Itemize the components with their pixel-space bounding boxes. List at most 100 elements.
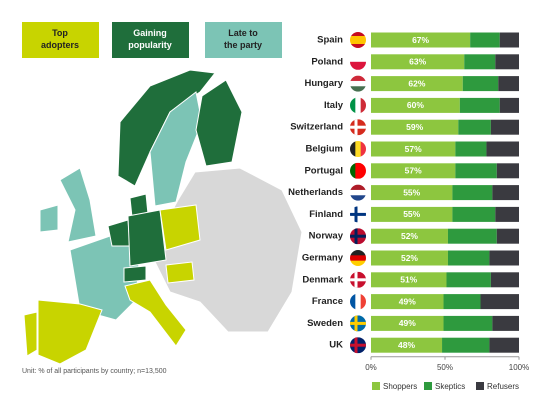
region-poland — [159, 204, 201, 251]
flag-part — [355, 97, 361, 114]
flag — [350, 32, 366, 48]
flag-part — [350, 278, 366, 282]
flag-part — [354, 337, 358, 354]
bar-segment — [489, 337, 519, 353]
flag-part — [350, 40, 366, 45]
flag — [350, 250, 366, 266]
flag-part — [350, 97, 356, 114]
value-label: 63% — [409, 57, 426, 67]
legend-box — [205, 22, 282, 58]
bar-segment — [496, 228, 519, 244]
category-label: Finland — [309, 209, 343, 220]
x-tick-label: 100% — [509, 363, 529, 372]
bar-segment — [489, 250, 519, 266]
bar-segment — [492, 315, 519, 331]
region-spain — [37, 299, 103, 365]
bar-segment — [371, 250, 448, 266]
category-label: Portugal — [304, 165, 343, 176]
flag-part — [350, 53, 366, 63]
value-label: 57% — [405, 166, 422, 176]
flag-part — [350, 162, 356, 179]
bar-segment — [443, 294, 481, 310]
flag-part — [360, 162, 366, 179]
bar-segment — [371, 294, 444, 310]
bar-segment — [452, 206, 496, 222]
bar-segment — [447, 250, 490, 266]
flag-part — [350, 75, 366, 82]
flag — [350, 293, 366, 310]
bar-segment — [499, 97, 519, 113]
flag — [350, 184, 366, 201]
flag-part — [350, 125, 366, 129]
flag-part — [350, 80, 366, 87]
flag-part — [350, 32, 366, 37]
flag — [350, 75, 366, 92]
flag-part — [350, 86, 366, 92]
category-label: Belgium — [306, 144, 343, 155]
value-label: 59% — [406, 122, 423, 132]
flag-part — [355, 141, 361, 157]
region-switzerland — [123, 265, 147, 283]
bar-segment — [371, 32, 471, 48]
bar-segment — [486, 141, 519, 157]
bar-segment — [464, 54, 496, 70]
value-label: 57% — [405, 144, 422, 154]
flag — [350, 97, 366, 114]
flag — [350, 162, 366, 179]
flag-part — [350, 141, 356, 157]
flag — [350, 141, 366, 157]
category-label: Denmark — [302, 274, 343, 285]
flag-part — [350, 195, 366, 201]
category-label: Sweden — [307, 318, 343, 329]
flag-part — [350, 189, 366, 196]
region-germany — [127, 209, 167, 267]
category-label: Spain — [317, 35, 343, 46]
bar-segment — [371, 76, 463, 92]
legend-swatch — [372, 382, 380, 390]
legend-box-label: Top adopters — [41, 28, 79, 50]
flag — [350, 315, 366, 332]
category-label: Italy — [324, 100, 344, 111]
value-label: 48% — [398, 340, 415, 350]
bar-segment — [452, 185, 493, 201]
bar-segment — [371, 206, 453, 222]
bar-segment — [492, 185, 519, 201]
flag — [350, 53, 366, 70]
bar-segment — [480, 294, 519, 310]
x-tick-label: 0% — [365, 363, 377, 372]
bar-segment — [371, 272, 447, 288]
region-hungary — [165, 261, 195, 284]
legend-box — [22, 22, 99, 58]
flag-part — [360, 293, 366, 310]
region-benelux — [107, 219, 131, 247]
legend-box-label: Late to the party — [224, 28, 262, 50]
flag-part — [355, 293, 361, 310]
flag-part — [354, 206, 358, 223]
value-label: 49% — [399, 296, 416, 306]
bar-segment — [446, 272, 491, 288]
flag-part — [350, 184, 366, 191]
bar-segment — [371, 315, 444, 331]
value-label: 51% — [400, 275, 417, 285]
bar-segment — [371, 163, 456, 179]
bar-segment — [459, 97, 500, 113]
bar-segment — [498, 76, 519, 92]
legend-box — [112, 22, 189, 58]
legend-box-label: Gaining popularity — [128, 28, 172, 50]
bar-segment — [496, 163, 519, 179]
legend-label: Skeptics — [435, 382, 465, 391]
bar-segment — [443, 315, 493, 331]
value-label: 55% — [403, 209, 420, 219]
flag — [350, 337, 366, 354]
bar-segment — [499, 32, 519, 48]
flag-part — [350, 260, 366, 266]
value-label: 52% — [401, 253, 418, 263]
flag-part — [354, 315, 358, 332]
flag-part — [350, 321, 366, 325]
flag-part — [350, 36, 366, 41]
flag — [350, 228, 366, 245]
map — [23, 69, 303, 365]
bar-segment — [495, 54, 519, 70]
category-label: UK — [329, 340, 343, 351]
